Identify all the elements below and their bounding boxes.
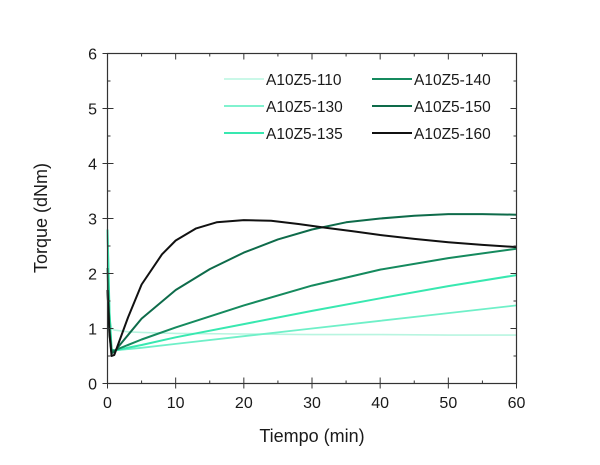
legend: A10Z5-110 A10Z5-130 A10Z5-135 A10Z5-140 A10Z…: [224, 72, 491, 143]
y-tick-label: 1: [88, 322, 97, 339]
y-tick-label: 6: [88, 47, 97, 64]
y-tick-labels: 0 1 2 3 4 5 6: [88, 47, 97, 394]
y-tick-label: 5: [88, 102, 97, 119]
legend-label: A10Z5-150: [414, 99, 491, 116]
legend-label: A10Z5-135: [266, 126, 343, 143]
y-tick-label: 2: [88, 267, 97, 284]
legend-label: A10Z5-140: [414, 72, 491, 89]
x-tick-label: 60: [508, 395, 526, 412]
x-tick-label: 40: [371, 395, 389, 412]
x-tick-label: 0: [103, 395, 112, 412]
legend-label: A10Z5-130: [266, 99, 343, 116]
x-tick-label: 20: [235, 395, 253, 412]
y-axis-label: Torque (dNm): [31, 163, 51, 273]
x-tick-labels: 0 10 20 30 40 50 60: [103, 395, 525, 412]
x-axis-label: Tiempo (min): [259, 426, 364, 446]
x-tick-label: 30: [303, 395, 321, 412]
y-tick-label: 0: [88, 377, 97, 394]
series-lines: [106, 213, 517, 357]
series-line-A10Z5-160: [106, 219, 517, 357]
y-tick-label: 3: [88, 212, 97, 229]
legend-label: A10Z5-160: [414, 126, 491, 143]
x-tick-label: 10: [167, 395, 185, 412]
series-line-A10Z5-150: [106, 213, 517, 355]
x-tick-label: 50: [439, 395, 457, 412]
y-tick-label: 4: [88, 157, 97, 174]
legend-label: A10Z5-110: [266, 72, 342, 89]
axis-ticks: [102, 53, 517, 389]
